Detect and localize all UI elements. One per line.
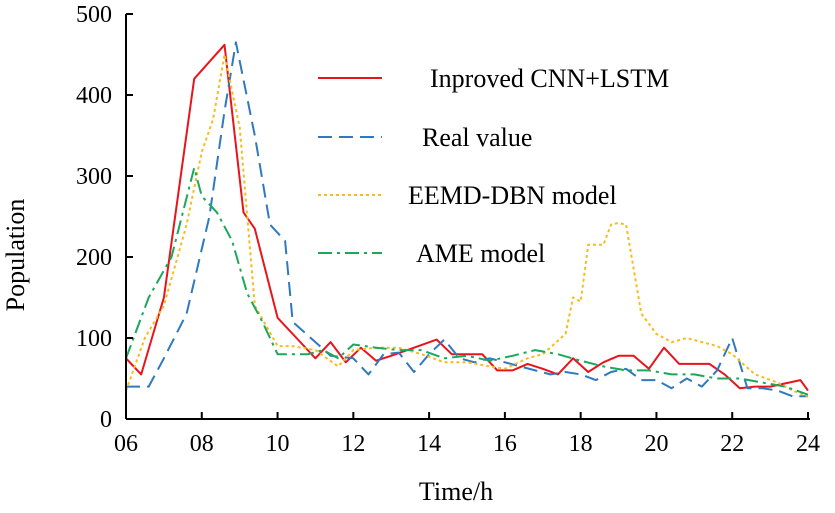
legend-label-inproved-cnn-lstm: Inproved CNN+LSTM <box>430 64 669 93</box>
x-tick-label: 10 <box>266 431 290 457</box>
series-line-eemd-dbn-model <box>125 53 809 398</box>
x-tick-label: 08 <box>190 431 214 457</box>
axes <box>125 14 810 420</box>
x-tick-label: 06 <box>114 431 138 457</box>
y-tick-label: 500 <box>76 2 112 28</box>
series-line-inproved-cnn-lstm <box>125 43 809 392</box>
y-tick-label: 400 <box>76 83 112 109</box>
series-line-real-value <box>126 41 808 398</box>
ticks: 06 08 10 12 14 16 18 20 22 24 0 100 200 300 400 500 <box>76 2 820 457</box>
series-layer <box>125 41 809 398</box>
y-tick-label: 300 <box>76 164 112 190</box>
legend-label-real-value: Real value <box>422 123 532 152</box>
legend-label-eemd-dbn-model: EEMD-DBN model <box>408 181 617 210</box>
x-tick-label: 18 <box>569 431 593 457</box>
y-tick-label: 0 <box>100 407 112 433</box>
legend-label-ame-model: AME model <box>416 239 545 268</box>
x-tick-label: 24 <box>796 431 820 457</box>
series-line-ame-model <box>125 166 809 396</box>
y-axis-title: Population <box>1 199 30 312</box>
x-tick-label: 22 <box>720 431 744 457</box>
x-tick-label: 12 <box>341 431 365 457</box>
x-tick-label: 20 <box>644 431 668 457</box>
x-tick-label: 16 <box>493 431 517 457</box>
y-tick-label: 200 <box>76 245 112 271</box>
x-tick-label: 14 <box>417 431 441 457</box>
x-axis-title: Time/h <box>419 477 493 506</box>
y-tick-label: 100 <box>76 326 112 352</box>
legend: Inproved CNN+LSTM Real value EEMD-DBN mode… <box>318 64 669 268</box>
